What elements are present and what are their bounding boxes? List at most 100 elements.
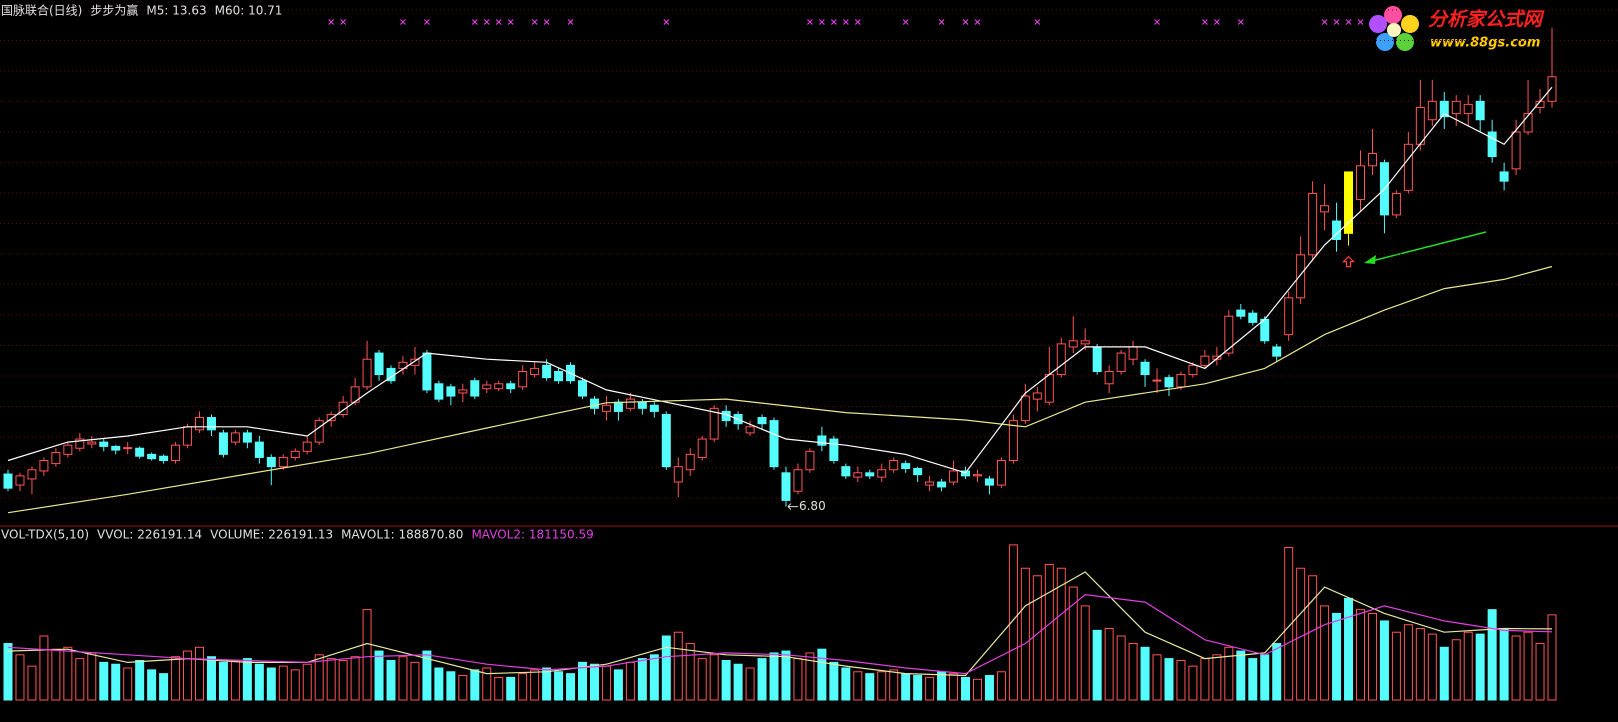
volume-bar	[996, 671, 1006, 701]
volume-bar	[1272, 643, 1282, 701]
signal-mark	[471, 19, 478, 25]
candle-body	[1427, 100, 1437, 121]
volume-bar	[111, 663, 121, 701]
candle-body	[147, 453, 157, 460]
buy-arrow	[1342, 255, 1355, 268]
volume-bar	[254, 663, 264, 701]
volume-bar	[697, 658, 707, 701]
candle-body	[673, 466, 683, 483]
candle-body	[649, 404, 659, 412]
volume-bar	[1332, 612, 1342, 701]
candle-body	[458, 389, 468, 394]
volume-bar	[1451, 639, 1461, 701]
candle-body	[3, 473, 13, 489]
volume-bar	[482, 667, 492, 701]
candle-body	[1415, 106, 1425, 145]
signal-mark	[1213, 19, 1220, 25]
volume-bar	[147, 669, 157, 701]
volume-bar	[171, 656, 181, 701]
volume-bar	[75, 658, 85, 701]
volume-bar	[877, 671, 887, 701]
volume-bar	[206, 656, 216, 701]
signal-mark	[974, 19, 981, 25]
candle-body	[1463, 103, 1473, 115]
candle-body	[841, 466, 851, 477]
legend-entry: M5: 13.63	[146, 4, 206, 18]
candle-body	[290, 450, 300, 458]
volume-bar	[865, 673, 875, 701]
signal-mark	[854, 19, 861, 25]
ma-line	[7, 265, 1553, 514]
volume-bar	[506, 676, 516, 701]
volume-bar	[637, 658, 647, 701]
green-arrow	[1364, 231, 1487, 264]
volume-bar	[470, 669, 480, 701]
candle-body	[1092, 346, 1102, 372]
candle-body	[1140, 361, 1150, 376]
candle-body	[1523, 113, 1533, 133]
candle-body	[362, 358, 372, 388]
chart-title: 国脉联合(日线)	[1, 3, 82, 18]
signal-mark	[842, 19, 849, 25]
candle-body	[1355, 165, 1365, 201]
candle-body	[578, 380, 588, 397]
candle-body	[1200, 355, 1210, 366]
candle-body	[1391, 192, 1401, 216]
logo-petal	[1396, 33, 1414, 51]
volume-bar	[410, 661, 420, 701]
signal-mark	[806, 19, 813, 25]
arrow-head	[1364, 255, 1376, 264]
candle-body	[1547, 76, 1557, 102]
candle-body	[1511, 131, 1521, 170]
signal-mark	[507, 19, 514, 25]
volume-bar	[673, 631, 683, 701]
volume-bar	[1020, 567, 1030, 701]
volume-bar	[1391, 631, 1401, 701]
legend-entry: M60: 10.71	[215, 4, 283, 18]
candle-body	[805, 450, 815, 471]
volume-bar	[709, 654, 719, 701]
candle-body	[853, 472, 863, 478]
volume-bar	[1379, 620, 1389, 701]
candle-body	[697, 438, 707, 458]
volume-bar	[889, 669, 899, 701]
candle-body	[913, 468, 923, 476]
candle-body	[817, 435, 827, 446]
volume-bar	[27, 665, 37, 701]
volume-bar	[1080, 605, 1090, 701]
volume-bar	[1176, 659, 1186, 701]
volume-bar	[685, 643, 695, 701]
candle-body	[434, 383, 444, 400]
legend-entry: VVOL: 226191.14	[97, 528, 202, 542]
candle-body	[1188, 364, 1198, 376]
volume-bar	[123, 667, 133, 701]
volume-bar	[1164, 658, 1174, 701]
volume-bar	[1236, 650, 1246, 701]
signal-mark	[495, 19, 502, 25]
signal-mark	[1333, 19, 1340, 25]
candle-body	[1260, 318, 1270, 342]
volume-bar	[1116, 635, 1126, 701]
candle-body	[123, 447, 133, 450]
volume-bar	[1355, 609, 1365, 701]
volume-bar	[1415, 627, 1425, 701]
volume-bar	[781, 650, 791, 701]
volume-bar	[853, 671, 863, 701]
volume-bar	[542, 667, 552, 701]
candle-body	[278, 456, 288, 468]
volume-bar	[1547, 614, 1557, 701]
volume-bar	[1487, 609, 1497, 701]
candle-body	[51, 452, 61, 465]
volume-bar	[1224, 646, 1234, 701]
volume-bar	[1344, 597, 1354, 701]
chart-title: VOL-TDX(5,10)	[1, 528, 89, 542]
candle-body	[1236, 309, 1246, 317]
volume-bar	[925, 676, 935, 701]
volume-bar	[302, 663, 312, 701]
volume-bar	[374, 650, 384, 701]
logo-url: www.88gs.com	[1430, 36, 1540, 51]
signal-mark	[423, 19, 430, 25]
volume-bar	[39, 635, 49, 701]
candle-body	[1152, 379, 1162, 382]
